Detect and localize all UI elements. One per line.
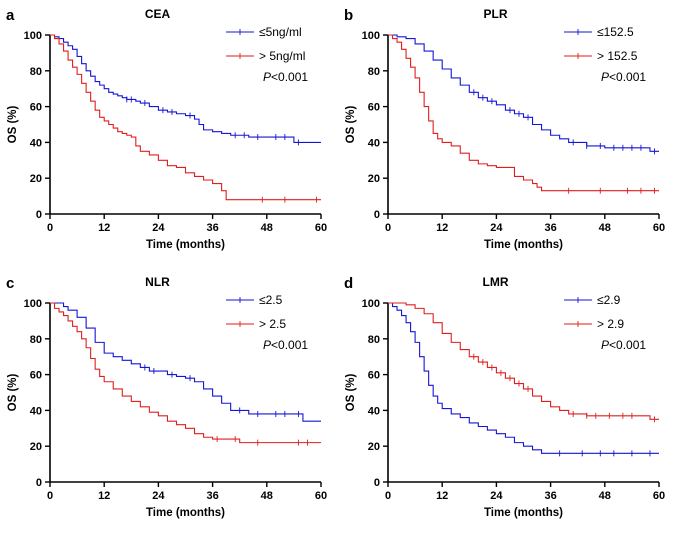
p-value: P<0.001 [263, 338, 308, 352]
y-tick-label: 20 [30, 173, 42, 185]
y-tick-label: 40 [30, 137, 42, 149]
y-axis-title: OS (%) [345, 373, 357, 411]
x-tick-label: 0 [47, 490, 53, 502]
x-tick-label: 48 [599, 222, 611, 234]
x-tick-label: 60 [315, 222, 327, 234]
y-tick-label: 20 [368, 173, 380, 185]
y-tick-label: 60 [30, 370, 42, 382]
x-axis-title: Time (months) [484, 239, 563, 251]
y-tick-label: 60 [30, 102, 42, 114]
x-tick-label: 24 [152, 490, 165, 502]
legend-label-series-2: > 152.5 [597, 49, 638, 63]
y-axis-title: OS (%) [7, 105, 19, 143]
y-tick-label: 100 [24, 298, 42, 310]
km-curve-series-1 [388, 34, 659, 152]
panel-letter: b [344, 7, 353, 24]
km-curve-series-2 [50, 34, 321, 201]
x-tick-label: 60 [653, 222, 665, 234]
legend-label-series-1: ≤152.5 [597, 25, 634, 39]
p-value: P<0.001 [263, 70, 308, 84]
panel-letter: d [344, 275, 353, 292]
y-tick-label: 60 [368, 370, 380, 382]
km-plot-lmr: d LMR 0 12 24 36 48 60 0 20 40 60 80 100 Time (months)… [344, 275, 665, 519]
km-curve-series-2 [50, 302, 321, 444]
x-tick-label: 24 [490, 222, 503, 234]
x-tick-label: 12 [98, 490, 110, 502]
panel-title: PLR [484, 7, 508, 21]
x-tick-label: 36 [206, 222, 218, 234]
y-tick-label: 80 [368, 66, 380, 78]
y-tick-label: 40 [368, 137, 380, 149]
y-tick-label: 0 [36, 477, 42, 489]
y-tick-label: 0 [374, 209, 380, 221]
y-tick-label: 20 [30, 441, 42, 453]
y-tick-label: 20 [368, 441, 380, 453]
y-tick-label: 40 [368, 405, 380, 417]
x-tick-label: 0 [47, 222, 53, 234]
y-tick-label: 80 [368, 334, 380, 346]
y-tick-label: 100 [362, 298, 380, 310]
panel-nlr: c NLR 0 12 24 36 48 60 0 20 40 60 80 100 Time (months)… [0, 268, 338, 536]
legend-label-series-1: ≤2.9 [597, 293, 621, 307]
p-value: P<0.001 [601, 70, 646, 84]
x-axis-title: Time (months) [146, 239, 225, 251]
legend-label-series-2: > 2.5 [259, 317, 286, 331]
x-tick-label: 36 [206, 490, 218, 502]
panel-letter: a [6, 7, 15, 24]
legend-label-series-1: ≤5ng/ml [259, 25, 302, 39]
x-tick-label: 36 [544, 490, 556, 502]
x-tick-label: 0 [385, 490, 391, 502]
km-curve-series-1 [388, 302, 659, 454]
x-tick-label: 48 [261, 222, 273, 234]
x-tick-label: 24 [152, 222, 165, 234]
x-tick-label: 36 [544, 222, 556, 234]
km-plot-plr: b PLR 0 12 24 36 48 60 0 20 40 60 80 100 Time (months)… [344, 7, 665, 251]
y-tick-label: 40 [30, 405, 42, 417]
x-tick-label: 0 [385, 222, 391, 234]
km-curve-series-2 [388, 34, 659, 192]
x-tick-label: 60 [315, 490, 327, 502]
x-tick-label: 12 [436, 490, 448, 502]
y-tick-label: 80 [30, 334, 42, 346]
y-tick-label: 0 [36, 209, 42, 221]
panel-letter: c [6, 275, 14, 292]
legend-label-series-2: > 5ng/ml [259, 49, 305, 63]
legend-label-series-2: > 2.9 [597, 317, 624, 331]
km-plot-cea: a CEA 0 12 24 36 48 60 0 20 40 60 80 100 Time (months)… [6, 7, 327, 251]
panel-title: NLR [145, 275, 170, 289]
y-axis-title: OS (%) [7, 373, 19, 411]
y-tick-label: 60 [368, 102, 380, 114]
y-tick-label: 100 [362, 30, 380, 42]
x-tick-label: 48 [261, 490, 273, 502]
x-tick-label: 48 [599, 490, 611, 502]
y-tick-label: 0 [374, 477, 380, 489]
x-axis-title: Time (months) [146, 507, 225, 519]
x-tick-label: 60 [653, 490, 665, 502]
panel-cea: a CEA 0 12 24 36 48 60 0 20 40 60 80 100 Time (months)… [0, 0, 338, 268]
x-tick-label: 12 [436, 222, 448, 234]
legend-label-series-1: ≤2.5 [259, 293, 283, 307]
km-plot-nlr: c NLR 0 12 24 36 48 60 0 20 40 60 80 100 Time (months)… [6, 275, 327, 519]
panel-plr: b PLR 0 12 24 36 48 60 0 20 40 60 80 100 Time (months)… [338, 0, 676, 268]
panel-lmr: d LMR 0 12 24 36 48 60 0 20 40 60 80 100 Time (months)… [338, 268, 676, 536]
p-value: P<0.001 [601, 338, 646, 352]
x-tick-label: 12 [98, 222, 110, 234]
y-tick-label: 80 [30, 66, 42, 78]
x-axis-title: Time (months) [484, 507, 563, 519]
panel-title: LMR [483, 275, 509, 289]
y-axis-title: OS (%) [345, 105, 357, 143]
panel-title: CEA [145, 7, 171, 21]
y-tick-label: 100 [24, 30, 42, 42]
x-tick-label: 24 [490, 490, 503, 502]
